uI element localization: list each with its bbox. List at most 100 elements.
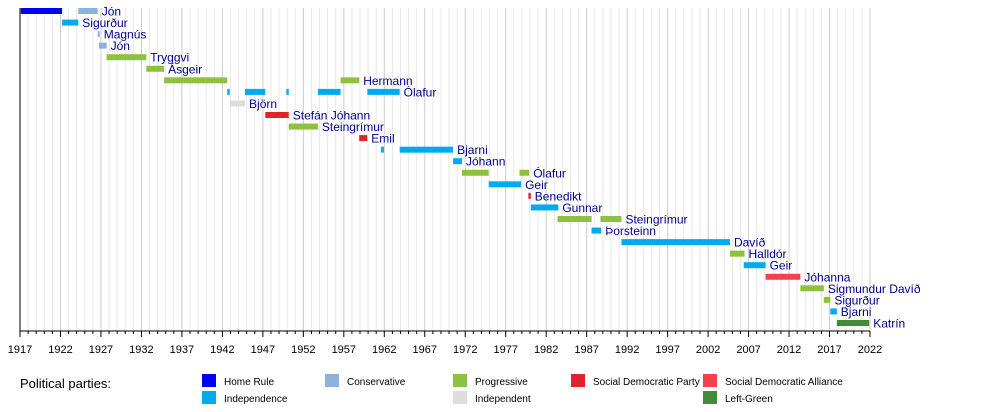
term-bar <box>836 320 870 326</box>
x-tick-label: 1977 <box>493 344 517 356</box>
term-bar <box>265 112 289 118</box>
pm-label: Sigmundur Davíð <box>828 282 921 296</box>
pm-label: Stefán Jóhann <box>293 109 370 123</box>
x-tick-label: 2022 <box>858 344 882 356</box>
pm-label: Jón <box>111 39 130 53</box>
pm-label: Sigurður <box>82 16 127 30</box>
term-bar <box>367 88 400 95</box>
pm-label: Sigurður <box>834 293 879 307</box>
term-bar <box>600 216 622 222</box>
legend-swatch <box>202 391 216 404</box>
term-bar <box>800 285 824 292</box>
term-bar <box>164 77 228 84</box>
x-tick-label: 1987 <box>574 344 598 356</box>
pm-label: Davíð <box>734 236 766 250</box>
legend-swatch <box>571 374 585 387</box>
term-bar <box>399 146 454 153</box>
x-tick-label: 2012 <box>777 344 801 356</box>
legend-label: Conservative <box>347 377 406 388</box>
pm-label: Þorsteinn <box>605 224 656 238</box>
x-tick-label: 1942 <box>210 344 234 356</box>
x-tick-label: 2007 <box>736 344 760 356</box>
x-tick-label: 1967 <box>413 344 437 356</box>
term-bar <box>519 169 530 176</box>
x-tick-label: 1972 <box>453 344 477 356</box>
x-tick-label: 1957 <box>332 344 356 356</box>
pm-label: Magnús <box>104 28 147 42</box>
term-bar <box>462 169 489 176</box>
legend-label: Independent <box>475 394 531 405</box>
term-bar <box>106 54 147 61</box>
legend-swatch <box>453 391 467 404</box>
pm-label: Hermann <box>363 74 412 88</box>
pm-label: Ólafur <box>404 84 437 99</box>
term-bar <box>286 88 289 95</box>
term-bar <box>227 88 230 95</box>
term-bar <box>453 158 462 165</box>
legend-swatch <box>703 391 717 404</box>
term-bar <box>20 8 63 14</box>
x-tick-label: 1997 <box>655 344 679 356</box>
x-tick-label: 2002 <box>696 344 720 356</box>
pm-label: Tryggvi <box>150 51 189 65</box>
x-tick-label: 1952 <box>291 344 315 356</box>
legend-swatch <box>453 374 467 387</box>
term-bar <box>62 19 79 26</box>
term-bar <box>359 135 368 142</box>
legend-label: Left-Green <box>725 394 773 405</box>
term-bar <box>146 65 165 72</box>
pm-label: Ólafur <box>533 165 566 180</box>
x-tick-label: 1992 <box>615 344 639 356</box>
term-bar <box>743 262 766 269</box>
legend-swatch <box>325 374 339 387</box>
legend-label: Social Democratic Party <box>593 377 700 388</box>
pm-label: Bjarni <box>841 305 872 319</box>
x-tick-label: 1932 <box>129 344 153 356</box>
term-bar <box>245 88 266 95</box>
legend-label: Progressive <box>475 377 528 388</box>
x-tick-label: 1917 <box>8 344 32 356</box>
pm-label: Emil <box>371 132 394 146</box>
pm-label: Björn <box>249 97 277 111</box>
legend-swatch <box>202 374 216 387</box>
x-tick-label: 1937 <box>170 344 194 356</box>
term-bar <box>229 100 246 107</box>
pm-label: Steingrímur <box>322 120 384 134</box>
legend-title: Political parties: <box>20 376 111 391</box>
term-bar <box>591 227 602 234</box>
pm-label: Gunnar <box>562 201 602 215</box>
pm-label: Ásgeir <box>168 61 202 76</box>
legend-label: Independence <box>224 394 288 405</box>
x-tick-label: 1922 <box>48 344 72 356</box>
term-bar <box>557 216 592 222</box>
legend-label: Social Democratic Alliance <box>725 377 843 388</box>
term-bar <box>340 77 360 84</box>
term-bar <box>830 308 837 315</box>
x-tick-label: 2017 <box>817 344 841 356</box>
term-bar <box>729 250 745 257</box>
pm-label: Halldór <box>749 247 787 261</box>
term-bar <box>288 123 318 130</box>
pm-label: Bjarni <box>457 143 488 157</box>
term-bar <box>381 146 384 153</box>
pm-label: Geir <box>525 178 548 192</box>
term-bar <box>621 239 730 246</box>
pm-label: Benedikt <box>535 189 582 203</box>
x-tick-label: 1982 <box>534 344 558 356</box>
term-bar <box>98 42 107 49</box>
x-tick-label: 1947 <box>251 344 275 356</box>
pm-label: Katrín <box>873 317 905 331</box>
term-bar <box>765 273 801 280</box>
pm-label: Jóhanna <box>804 270 850 284</box>
term-bar <box>530 204 559 211</box>
legend-swatch <box>703 374 717 387</box>
x-tick-label: 1927 <box>89 344 113 356</box>
pm-label: Jón <box>102 5 121 19</box>
term-bar <box>317 88 341 95</box>
x-tick-label: 1962 <box>372 344 396 356</box>
term-bar <box>823 296 831 303</box>
term-bar <box>528 192 531 199</box>
legend-label: Home Rule <box>224 377 274 388</box>
pm-label: Jóhann <box>466 155 505 169</box>
